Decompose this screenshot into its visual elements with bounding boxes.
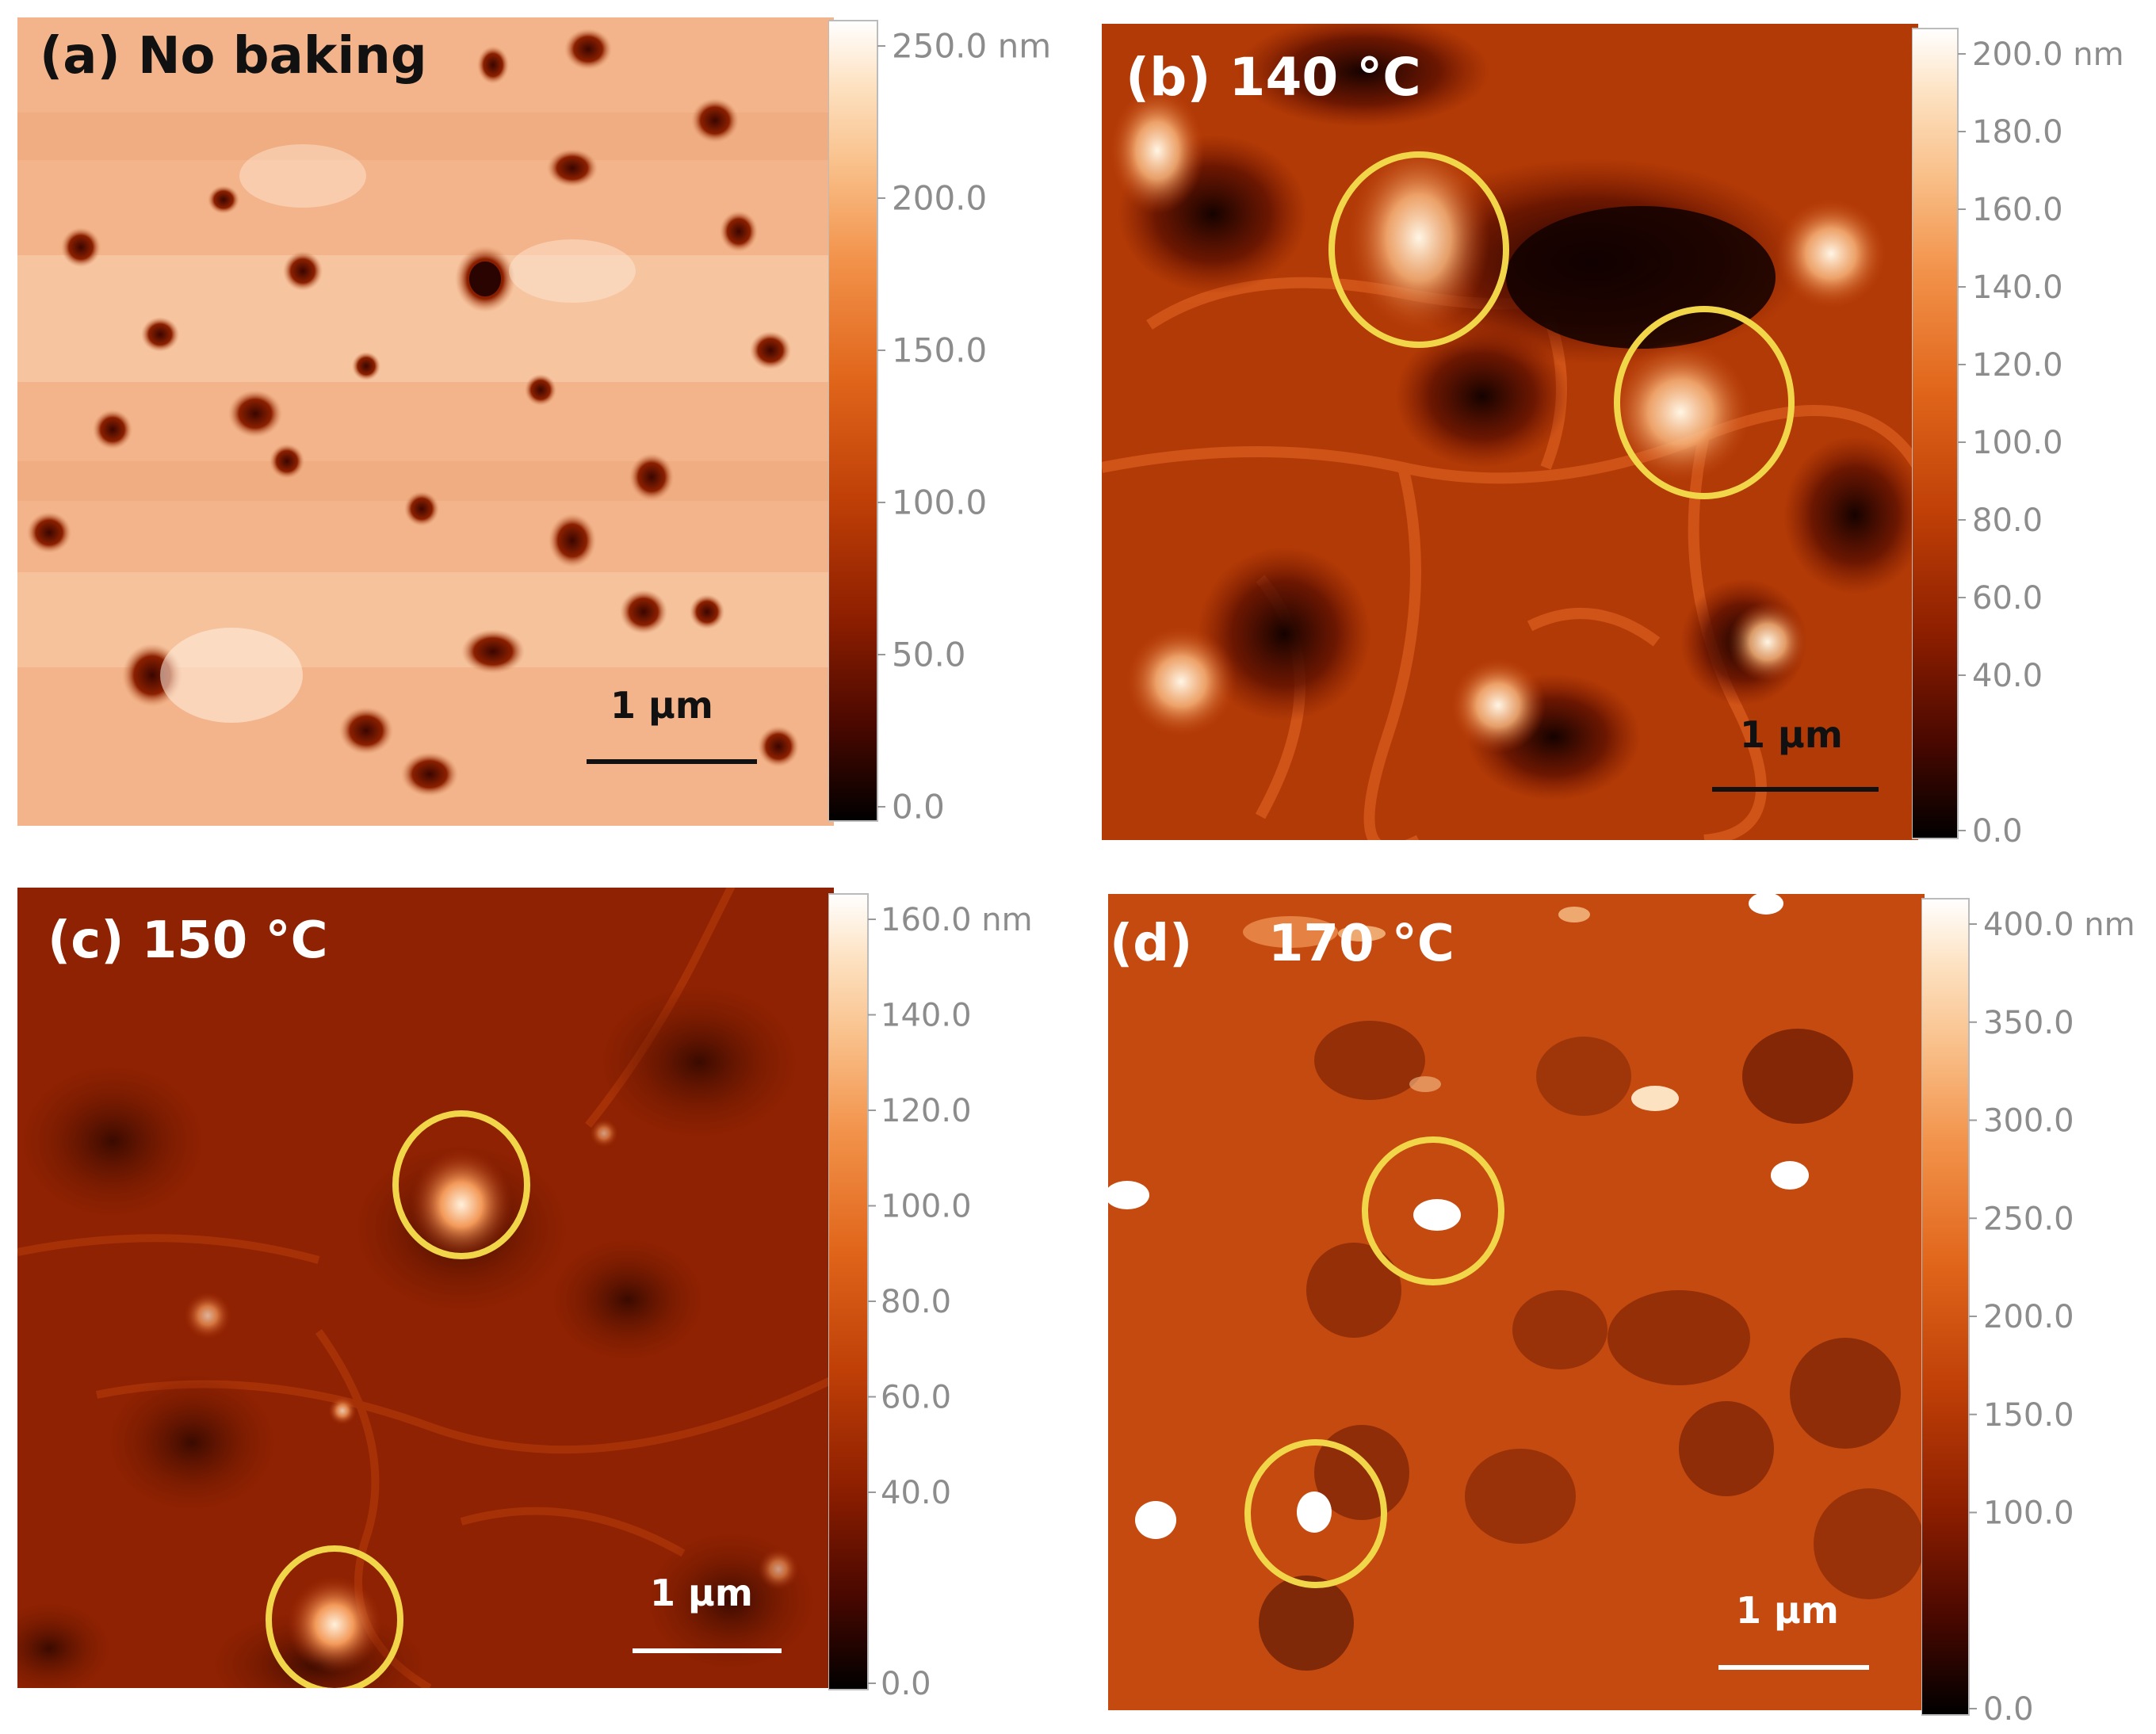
bright-grains bbox=[1110, 87, 1886, 753]
colorbar-tick-label: 200.0 nm bbox=[1972, 36, 2124, 73]
colorbar-tick-label: 100.0 bbox=[881, 1189, 972, 1225]
colorbar-a: 250.0 nm 200.0 150.0 100.0 50.0 0.0 bbox=[828, 20, 1051, 827]
bright-particles bbox=[1108, 894, 1809, 1539]
colorbar-tick-label: 60.0 bbox=[1972, 580, 2043, 617]
panel-label-c-wrap: (c) 150 °C bbox=[48, 911, 328, 970]
panel-b: (b) 140 °C 1 µm 200.0 nm 180.0 160.0 140.0 1… bbox=[1078, 0, 2156, 864]
colorbar-tick-label: 160.0 nm bbox=[881, 902, 1033, 938]
panel-d: (d) 170 °C 1 µm 400.0 nm 350.0 300.0 250.0 2… bbox=[1078, 872, 2156, 1728]
panel-label-d-wrap: (d) 170 °C bbox=[1110, 915, 1455, 973]
colorbar-tick-label: 400.0 nm bbox=[1983, 907, 2135, 943]
afm-image-b bbox=[1102, 24, 1918, 840]
colorbar-tick-label: 40.0 bbox=[881, 1475, 951, 1511]
scale-bar-label-b: 1 µm bbox=[1740, 713, 1843, 756]
dark-regions bbox=[17, 983, 818, 1688]
colorbar-tick-label: 140.0 bbox=[1972, 269, 2063, 306]
dark-spots bbox=[1259, 1021, 1925, 1671]
panel-label-b-wrap: (b) 140 °C bbox=[1126, 47, 1421, 108]
colorbar-tick-label: 200.0 bbox=[1983, 1299, 2074, 1335]
colorbar-tick-label: 200.0 bbox=[892, 179, 987, 218]
scale-bar-label-a-wrap: 1 µm bbox=[610, 684, 713, 727]
colorbar-tick-label: 40.0 bbox=[1972, 658, 2043, 694]
highlight-circles-d bbox=[1244, 1136, 1504, 1588]
highlight-circle bbox=[1244, 1439, 1387, 1588]
highlight-circle bbox=[392, 1110, 530, 1259]
colorbar-tick-label: 120.0 bbox=[881, 1093, 972, 1129]
panel-label-a: (a) No baking bbox=[40, 27, 427, 86]
highlight-circles-b bbox=[1328, 151, 1795, 499]
panel-c: (c) 150 °C 1 µm 160.0 nm 140.0 120.0 100.0 8… bbox=[0, 872, 1078, 1728]
highlight-circle bbox=[1614, 306, 1795, 499]
highlight-circle bbox=[266, 1545, 403, 1688]
panel-label-d-temp: 170 °C bbox=[1268, 915, 1455, 973]
colorbar-tick-label: 250.0 bbox=[1983, 1201, 2074, 1237]
colorbar-tick-label: 50.0 bbox=[892, 636, 966, 674]
colorbar-tick-label: 0.0 bbox=[892, 788, 945, 827]
scale-bar-d bbox=[1718, 1665, 1869, 1670]
colorbar-tick-label: 100.0 bbox=[892, 483, 987, 522]
afm-image-a bbox=[17, 17, 834, 826]
colorbar-tick-label: 100.0 bbox=[1972, 425, 2063, 461]
scale-bar-label-c: 1 µm bbox=[650, 1572, 753, 1614]
afm-image-d bbox=[1108, 894, 1925, 1710]
colorbar-tick-label: 0.0 bbox=[1983, 1691, 2034, 1728]
colorbar-tick-label: 80.0 bbox=[881, 1284, 951, 1320]
colorbar-tick-label: 0.0 bbox=[881, 1666, 931, 1702]
panel-label-d-id: (d) bbox=[1110, 915, 1192, 973]
scale-bar-label-a: 1 µm bbox=[610, 684, 713, 727]
scale-bar-label-d-wrap: 1 µm bbox=[1736, 1589, 1839, 1632]
colorbar-tick-label: 0.0 bbox=[1972, 813, 2023, 850]
bright-spots bbox=[184, 1119, 799, 1674]
colorbar-b: 200.0 nm 180.0 160.0 140.0 120.0 100.0 80.0 60.… bbox=[1912, 28, 2124, 850]
colorbar-tick-label: 300.0 bbox=[1983, 1103, 2074, 1140]
highlight-circles-c bbox=[266, 1110, 530, 1688]
colorbar-tick-label: 120.0 bbox=[1972, 347, 2063, 384]
scale-bar-a bbox=[587, 759, 757, 764]
panel-label-c: (c) 150 °C bbox=[48, 911, 328, 970]
scale-bar-c bbox=[633, 1648, 782, 1653]
afm-image-c bbox=[17, 888, 834, 1688]
scale-bar-label-d: 1 µm bbox=[1736, 1589, 1839, 1632]
scale-bar-b bbox=[1712, 787, 1879, 792]
colorbar-tick-label: 140.0 bbox=[881, 998, 972, 1034]
highlight-circle bbox=[1362, 1136, 1504, 1285]
panel-label-b: (b) 140 °C bbox=[1126, 47, 1421, 108]
colorbar-tick-label: 350.0 bbox=[1983, 1005, 2074, 1041]
highlight-circle bbox=[1328, 151, 1509, 348]
colorbar-tick-label: 60.0 bbox=[881, 1380, 951, 1416]
surface-pits bbox=[27, 29, 799, 796]
panel-a: (a) No baking 1 µm 250.0 nm 200.0 150.0 100… bbox=[0, 0, 1078, 864]
scale-bar-label-b-wrap: 1 µm bbox=[1740, 713, 1843, 756]
scale-bar-label-c-wrap: 1 µm bbox=[650, 1572, 753, 1614]
bright-patches bbox=[160, 144, 636, 723]
colorbar-tick-label: 150.0 bbox=[892, 331, 987, 370]
colorbar-tick-label: 250.0 nm bbox=[892, 27, 1051, 66]
panel-label-a-wrap: (a) No baking bbox=[40, 27, 427, 86]
colorbar-tick-label: 100.0 bbox=[1983, 1495, 2074, 1532]
colorbar-tick-label: 180.0 bbox=[1972, 114, 2063, 151]
colorbar-tick-label: 150.0 bbox=[1983, 1397, 2074, 1434]
colorbar-c: 160.0 nm 140.0 120.0 100.0 80.0 60.0 40.0 0.0 bbox=[828, 893, 1033, 1702]
colorbar-d: 400.0 nm 350.0 300.0 250.0 200.0 150.0 100.0 0.… bbox=[1921, 898, 2135, 1728]
colorbar-tick-label: 160.0 bbox=[1972, 192, 2063, 228]
colorbar-tick-label: 80.0 bbox=[1972, 502, 2043, 539]
